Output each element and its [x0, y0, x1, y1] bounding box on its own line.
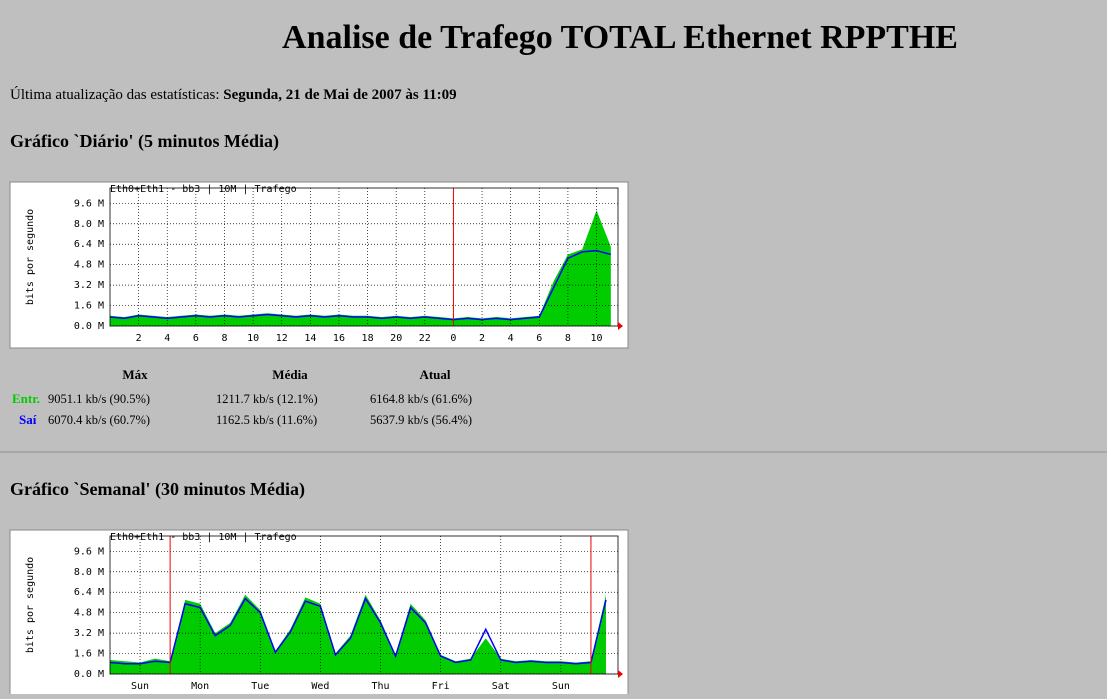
x-tick-label: Sat	[492, 681, 510, 692]
y-tick-label: 0.0 M	[74, 321, 104, 332]
axis-arrow	[618, 322, 623, 330]
x-tick-label: 6	[536, 333, 542, 344]
x-tick-label: Thu	[372, 681, 390, 692]
x-tick-label: 4	[164, 333, 170, 344]
y-tick-label: 0.0 M	[74, 669, 104, 680]
x-tick-label: 2	[136, 333, 142, 344]
x-tick-label: 16	[333, 333, 345, 344]
x-tick-label: Tue	[251, 681, 269, 692]
y-tick-label: 3.2 M	[74, 280, 104, 291]
updated-label: Última atualização das estatísticas:	[10, 86, 220, 103]
y-tick-label: 8.0 M	[74, 219, 104, 230]
updated: Última atualização das estatísticas: Seg…	[10, 86, 457, 103]
y-axis-label: bits por segundo	[25, 209, 36, 305]
stats-cell: 1162.5 kb/s (11.6%)	[216, 413, 317, 427]
stats-header: Máx	[122, 367, 148, 382]
x-tick-label: 6	[193, 333, 199, 344]
stats-header: Média	[272, 367, 308, 382]
x-tick-label: 10	[247, 333, 259, 344]
stats-row-label: Entr.	[12, 391, 40, 406]
y-tick-label: 8.0 M	[74, 567, 104, 578]
y-tick-label: 6.4 M	[74, 587, 104, 598]
y-tick-label: 6.4 M	[74, 239, 104, 250]
updated-value: Segunda, 21 de Mai de 2007 às 11:09	[223, 87, 456, 103]
heading: Gráfico `Semanal' (30 minutos Média)	[10, 479, 305, 500]
y-tick-label: 3.2 M	[74, 628, 104, 639]
area-in	[110, 210, 611, 326]
plot-frame	[109, 187, 619, 327]
y-tick-label: 9.6 M	[74, 546, 104, 557]
y-tick-label: 4.8 M	[74, 260, 104, 271]
x-tick-label: 10	[591, 333, 603, 344]
x-tick-label: 4	[508, 333, 514, 344]
x-tick-label: 0	[450, 333, 456, 344]
heading: Gráfico `Diário' (5 minutos Média)	[10, 131, 279, 152]
area-in	[110, 594, 606, 674]
y-tick-label: 9.6 M	[74, 198, 104, 209]
line-out	[109, 249, 612, 321]
graph-title: Eth0+Eth1 - bb3 | 10M | Trafego	[110, 532, 297, 543]
stats-cell: 6070.4 kb/s (60.7%)	[48, 413, 150, 427]
x-tick-label: 8	[221, 333, 227, 344]
x-tick-label: 8	[565, 333, 571, 344]
x-tick-label: Mon	[191, 681, 209, 692]
line-out	[109, 596, 607, 665]
x-tick-label: Fri	[432, 681, 450, 692]
y-tick-label: 4.8 M	[74, 608, 104, 619]
stats-header: Atual	[419, 367, 450, 382]
x-tick-label: 20	[390, 333, 402, 344]
x-tick-label: 2	[479, 333, 485, 344]
x-tick-label: Sun	[131, 681, 149, 692]
y-tick-label: 1.6 M	[74, 649, 104, 660]
x-tick-label: 14	[304, 333, 316, 344]
graph-title: Eth0+Eth1 - bb3 | 10M | Trafego	[110, 184, 297, 195]
stats-cell: 9051.1 kb/s (90.5%)	[48, 392, 150, 406]
x-tick-label: 18	[362, 333, 374, 344]
plot-frame	[109, 535, 619, 675]
x-tick-label: Wed	[311, 681, 329, 692]
y-tick-label: 1.6 M	[74, 301, 104, 312]
stats-cell: 1211.7 kb/s (12.1%)	[216, 392, 318, 406]
y-axis-label: bits por segundo	[25, 557, 36, 653]
axis-arrow	[618, 670, 623, 678]
title: Analise de Trafego TOTAL Ethernet RPPTHE	[282, 19, 958, 56]
x-tick-label: 22	[419, 333, 431, 344]
stats-cell: 6164.8 kb/s (61.6%)	[370, 392, 472, 406]
x-tick-label: Sun	[552, 681, 570, 692]
x-tick-label: 12	[276, 333, 288, 344]
stats-cell: 5637.9 kb/s (56.4%)	[370, 413, 472, 427]
stats-row-label: Saí	[19, 412, 37, 427]
